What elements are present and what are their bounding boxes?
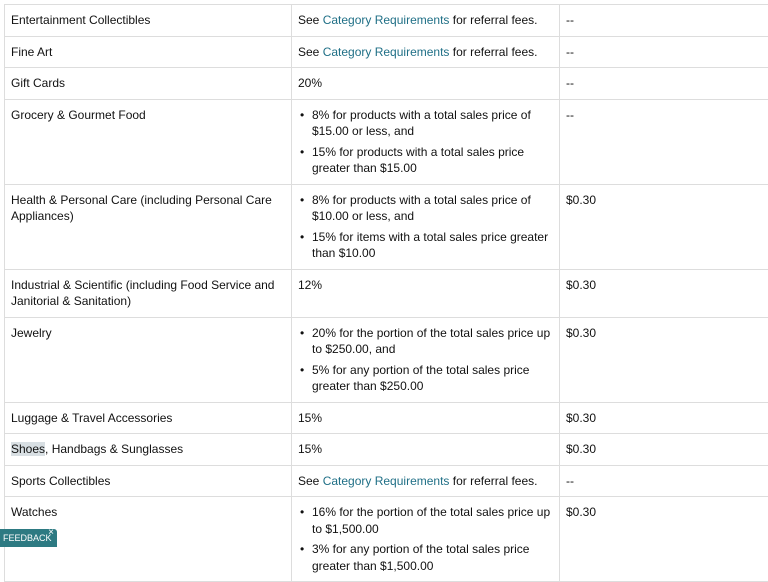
feedback-label[interactable]: FEEDBACK (3, 533, 52, 543)
referral-fee-cell: 15% (292, 402, 560, 434)
category-cell: Fine Art (5, 36, 292, 68)
category-cell: Luggage & Travel Accessories (5, 402, 292, 434)
referral-fee-cell: 15% (292, 434, 560, 466)
fee-bullet: 15% for items with a total sales price g… (312, 229, 553, 262)
fee-bullet-list: 16% for the portion of the total sales p… (298, 504, 553, 574)
table-row: Sports Collectibles See Category Require… (5, 465, 768, 497)
minimum-fee-cell: -- (560, 5, 768, 37)
minimum-fee-cell: $0.30 (560, 402, 768, 434)
minimum-fee-cell: -- (560, 36, 768, 68)
fee-bullet-list: 8% for products with a total sales price… (298, 107, 553, 177)
minimum-fee-cell: $0.30 (560, 434, 768, 466)
minimum-fee-cell: $0.30 (560, 184, 768, 269)
feedback-tab[interactable]: FEEDBACK × (0, 529, 57, 547)
category-cell: Industrial & Scientific (including Food … (5, 269, 292, 317)
table-row: Gift Cards 20% -- (5, 68, 768, 100)
highlighted-text: Shoes (11, 442, 45, 456)
category-cell: Shoes, Handbags & Sunglasses (5, 434, 292, 466)
fee-bullet: 15% for products with a total sales pric… (312, 144, 553, 177)
fee-bullet-list: 20% for the portion of the total sales p… (298, 325, 553, 395)
minimum-fee-cell: -- (560, 465, 768, 497)
fee-bullet-list: 8% for products with a total sales price… (298, 192, 553, 262)
fee-bullet: 20% for the portion of the total sales p… (312, 325, 553, 358)
fee-bullet: 5% for any portion of the total sales pr… (312, 362, 553, 395)
category-cell: Gift Cards (5, 68, 292, 100)
category-requirements-link[interactable]: Category Requirements (323, 13, 450, 27)
category-cell: Entertainment Collectibles (5, 5, 292, 37)
minimum-fee-cell: $0.30 (560, 317, 768, 402)
table-row: Fine Art See Category Requirements for r… (5, 36, 768, 68)
referral-fee-cell: 8% for products with a total sales price… (292, 184, 560, 269)
minimum-fee-cell: $0.30 (560, 269, 768, 317)
referral-fee-cell: See Category Requirements for referral f… (292, 36, 560, 68)
fee-bullet: 16% for the portion of the total sales p… (312, 504, 553, 537)
category-cell: Sports Collectibles (5, 465, 292, 497)
referral-fee-cell: See Category Requirements for referral f… (292, 5, 560, 37)
table-row: Health & Personal Care (including Person… (5, 184, 768, 269)
category-requirements-link[interactable]: Category Requirements (323, 474, 450, 488)
referral-fee-cell: See Category Requirements for referral f… (292, 465, 560, 497)
category-cell: Grocery & Gourmet Food (5, 99, 292, 184)
referral-fees-table: Entertainment Collectibles See Category … (4, 4, 768, 582)
table-row: Industrial & Scientific (including Food … (5, 269, 768, 317)
fee-bullet: 8% for products with a total sales price… (312, 107, 553, 140)
table-row: Entertainment Collectibles See Category … (5, 5, 768, 37)
table-row: Grocery & Gourmet Food 8% for products w… (5, 99, 768, 184)
fee-bullet: 8% for products with a total sales price… (312, 192, 553, 225)
minimum-fee-cell: -- (560, 99, 768, 184)
referral-fee-cell: 8% for products with a total sales price… (292, 99, 560, 184)
category-cell: Jewelry (5, 317, 292, 402)
referral-fee-cell: 16% for the portion of the total sales p… (292, 497, 560, 582)
category-requirements-link[interactable]: Category Requirements (323, 45, 450, 59)
category-cell: Health & Personal Care (including Person… (5, 184, 292, 269)
referral-fee-cell: 12% (292, 269, 560, 317)
table-row: Shoes, Handbags & Sunglasses 15% $0.30 (5, 434, 768, 466)
referral-fee-cell: 20% (292, 68, 560, 100)
table-row: Jewelry 20% for the portion of the total… (5, 317, 768, 402)
fee-bullet: 3% for any portion of the total sales pr… (312, 541, 553, 574)
referral-fee-cell: 20% for the portion of the total sales p… (292, 317, 560, 402)
close-icon[interactable]: × (48, 524, 54, 542)
table-row: Watches 16% for the portion of the total… (5, 497, 768, 582)
table-row: Luggage & Travel Accessories 15% $0.30 (5, 402, 768, 434)
minimum-fee-cell: -- (560, 68, 768, 100)
minimum-fee-cell: $0.30 (560, 497, 768, 582)
